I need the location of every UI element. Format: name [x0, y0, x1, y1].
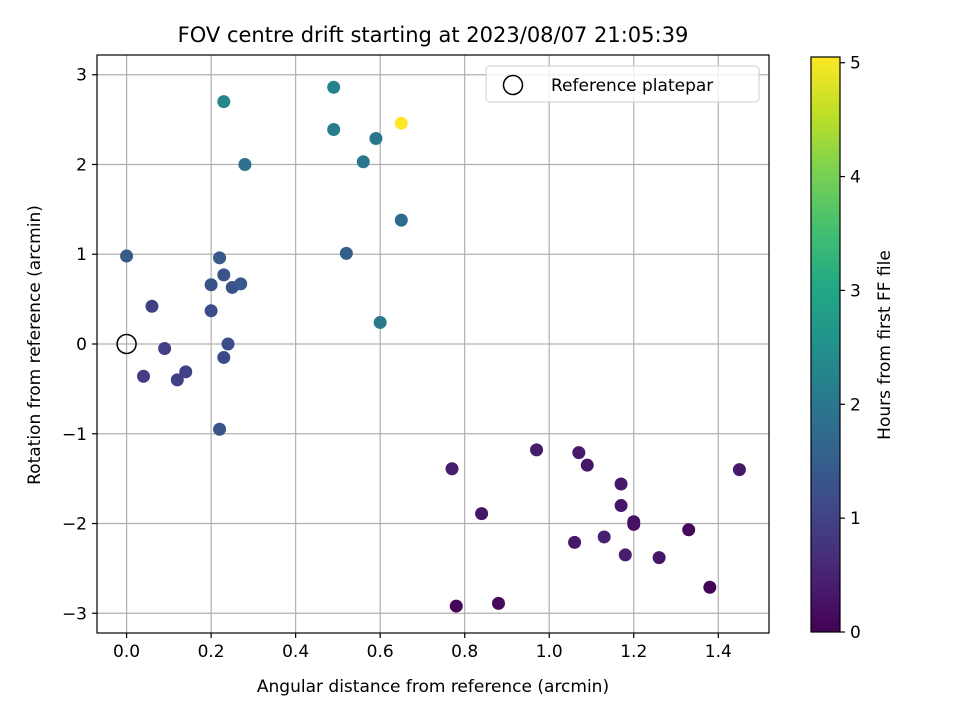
- data-point: [703, 580, 717, 594]
- y-tick-label: 3: [76, 66, 87, 86]
- y-tick-label: −2: [62, 515, 87, 535]
- data-points: [116, 80, 746, 613]
- data-point: [120, 249, 134, 263]
- data-point: [179, 365, 193, 379]
- data-point: [217, 268, 231, 282]
- y-tick-label: 1: [76, 245, 87, 265]
- colorbar: 0 1 2 3 4 5: [810, 54, 861, 643]
- x-axis-label: Angular distance from reference (arcmin): [257, 677, 609, 697]
- data-point: [170, 373, 184, 387]
- data-point: [204, 304, 218, 318]
- legend-reference-marker: [502, 74, 524, 96]
- legend-box: [485, 65, 760, 103]
- colorbar-tick-label: 1: [850, 509, 861, 529]
- data-point: [356, 155, 370, 169]
- data-point: [732, 463, 746, 477]
- data-point: [221, 337, 235, 351]
- x-tick-label: 1.2: [620, 642, 647, 662]
- y-tick-label: −1: [62, 425, 87, 445]
- colorbar-tick-label: 5: [850, 54, 861, 74]
- data-point: [618, 548, 632, 562]
- data-point: [373, 315, 387, 329]
- colorbar-tick-label: 0: [850, 623, 861, 643]
- data-point: [682, 523, 696, 537]
- x-tick-label: 0.6: [367, 642, 394, 662]
- data-point: [217, 350, 231, 364]
- data-point: [530, 443, 544, 457]
- data-point: [492, 596, 506, 610]
- x-tick-label: 0.0: [113, 642, 140, 662]
- x-tick-label: 1.4: [705, 642, 732, 662]
- data-point: [217, 95, 231, 109]
- data-point: [568, 535, 582, 549]
- data-point: [627, 515, 641, 529]
- colorbar-label: Hours from first FF file: [875, 250, 895, 440]
- data-point: [213, 422, 227, 436]
- data-point: [136, 369, 150, 383]
- data-point: [449, 599, 463, 613]
- x-tick-label: 0.8: [451, 642, 478, 662]
- data-point: [369, 131, 383, 145]
- data-point: [204, 278, 218, 292]
- data-point: [614, 499, 628, 513]
- data-point: [475, 507, 489, 521]
- x-tick-label: 0.2: [198, 642, 225, 662]
- colorbar-gradient: [811, 57, 840, 632]
- data-point: [158, 341, 172, 355]
- colorbar-tick-label: 4: [850, 168, 861, 188]
- x-tick-label: 0.4: [282, 642, 309, 662]
- data-point: [145, 299, 159, 313]
- data-point: [394, 116, 408, 130]
- data-point: [597, 530, 611, 544]
- data-point: [327, 80, 341, 94]
- legend-label: Reference platepar: [551, 76, 713, 96]
- data-point: [652, 551, 666, 565]
- data-point: [394, 213, 408, 227]
- data-point: [327, 122, 341, 136]
- y-axis-label: Rotation from reference (arcmin): [25, 205, 45, 485]
- x-tick-label: 1.0: [536, 642, 563, 662]
- y-tick-label: 0: [76, 335, 87, 355]
- colorbar-tick-label: 2: [850, 395, 861, 415]
- colorbar-frame: [810, 56, 841, 633]
- y-tick-label: −3: [62, 604, 87, 624]
- data-point: [580, 458, 594, 472]
- axes: 0.0 0.2 0.4 0.6 0.8 1.0 1.2 1.4 −3 −2 −1 0 1 2 3: [62, 54, 770, 662]
- data-point: [339, 246, 353, 260]
- chart-title: FOV centre drift starting at 2023/08/07 …: [178, 23, 689, 47]
- colorbar-tick-label: 3: [850, 281, 861, 301]
- data-point: [572, 446, 586, 460]
- data-point: [238, 157, 252, 171]
- y-tick-label: 2: [76, 155, 87, 175]
- data-point: [614, 477, 628, 491]
- data-point: [234, 277, 248, 291]
- data-point: [445, 462, 459, 476]
- data-point: [213, 251, 227, 265]
- legend: Reference platepar: [485, 65, 760, 103]
- reference-platepar-marker: [116, 333, 137, 355]
- grid: [97, 55, 769, 633]
